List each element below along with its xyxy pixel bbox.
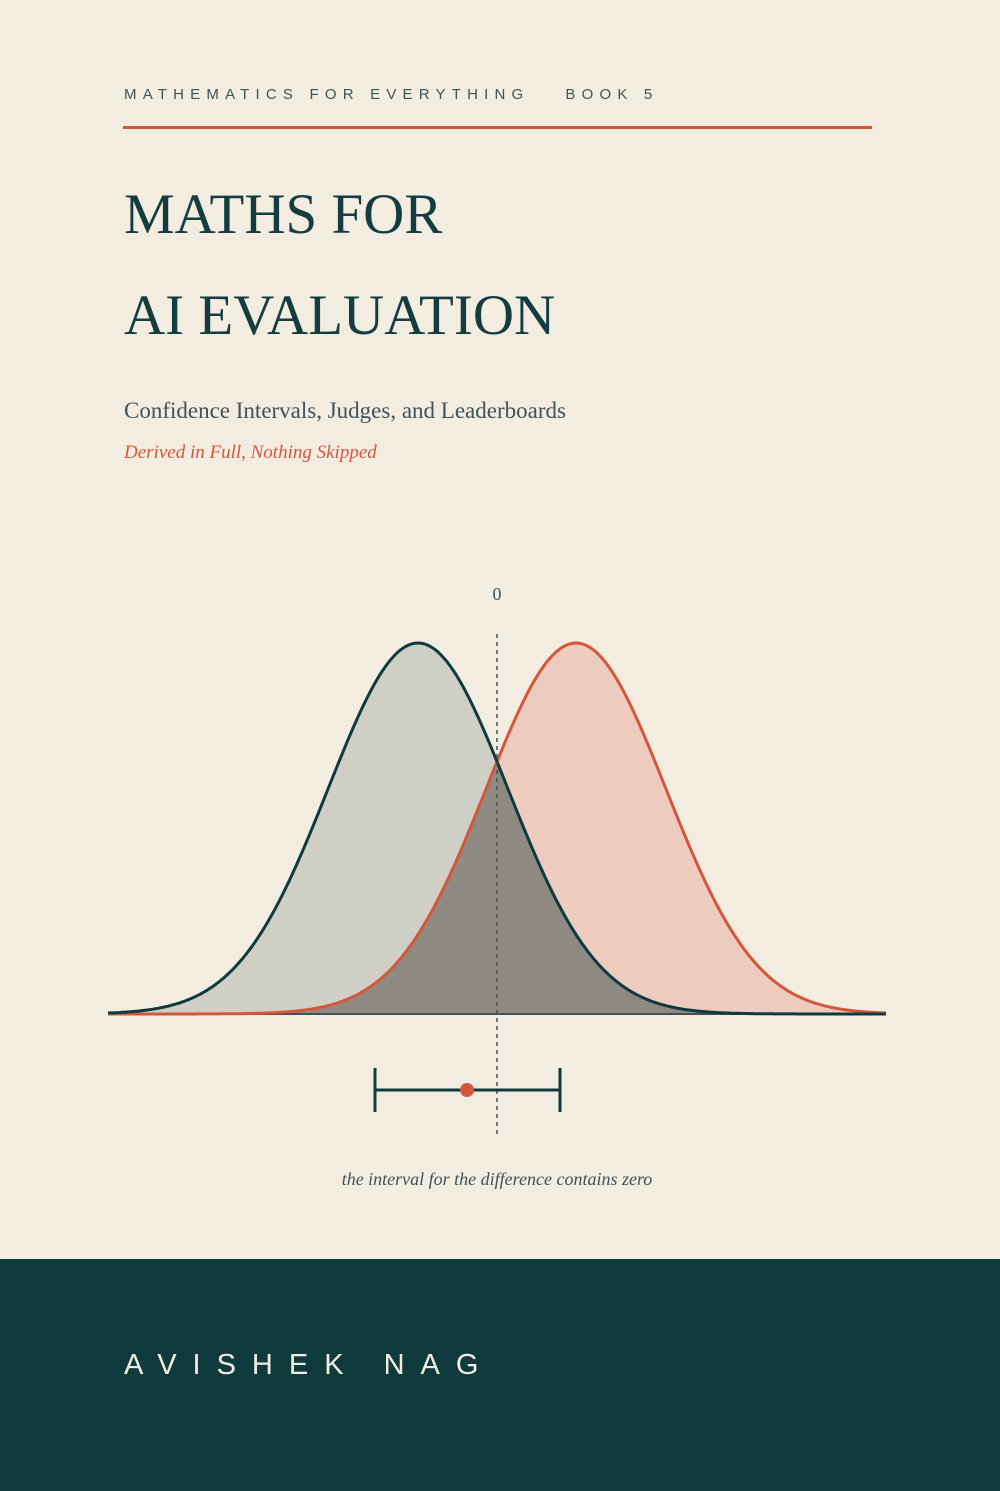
book-number: BOOK 5 bbox=[565, 86, 659, 103]
figure-caption: the interval for the difference contains… bbox=[342, 1169, 653, 1189]
confidence-interval bbox=[373, 1068, 562, 1112]
left-distribution-curve bbox=[107, 641, 886, 1016]
header-rule bbox=[123, 126, 872, 129]
distribution-illustration: 0 the interval for the difference contai… bbox=[107, 584, 887, 1189]
point-estimate bbox=[460, 1083, 474, 1097]
title-line-2: AI EVALUATION bbox=[124, 284, 556, 347]
overlap-region bbox=[108, 764, 886, 1014]
author-band: AVISHEK NAG bbox=[0, 1259, 1000, 1491]
title-line-1: MATHS FOR bbox=[124, 183, 443, 246]
series-name: MATHEMATICS FOR EVERYTHING bbox=[124, 86, 530, 103]
tagline: Derived in Full, Nothing Skipped bbox=[124, 442, 377, 463]
zero-label: 0 bbox=[493, 584, 502, 604]
author-name: AVISHEK NAG bbox=[124, 1349, 495, 1381]
series-header: MATHEMATICS FOR EVERYTHING BOOK 5 bbox=[124, 86, 658, 110]
subtitle: Confidence Intervals, Judges, and Leader… bbox=[124, 398, 566, 423]
